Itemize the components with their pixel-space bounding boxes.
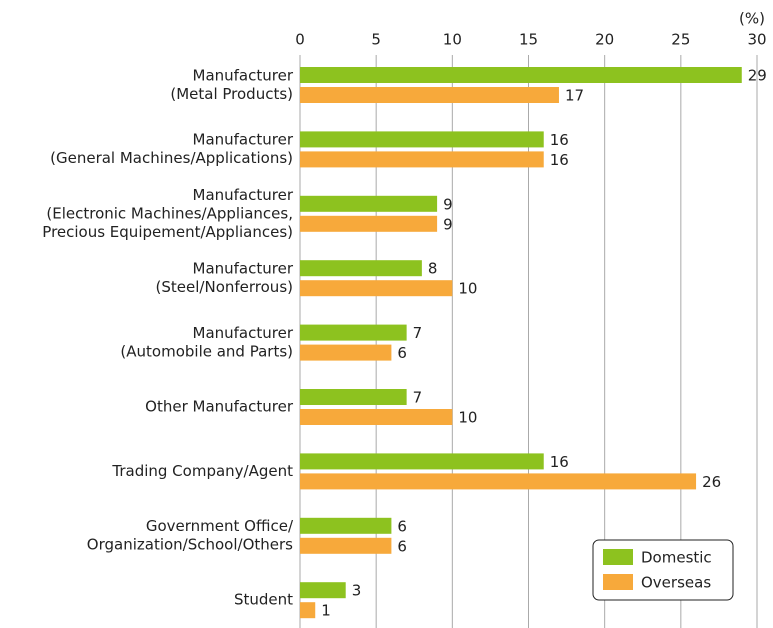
category-label: Precious Equipement/Appliances) [42,223,293,241]
category-label: (General Machines/Applications) [50,149,293,167]
value-label: 10 [458,280,477,298]
bar [300,409,453,425]
category-label: Manufacturer [193,66,294,84]
bar [300,131,544,148]
category-label: Other Manufacturer [145,398,294,416]
value-label: 26 [702,473,721,491]
bar [300,260,422,277]
value-label: 16 [550,151,569,169]
value-label: 3 [352,582,362,600]
bar [300,473,697,490]
value-label: 6 [397,344,407,362]
bar [300,151,544,168]
x-tick-label: 15 [519,31,538,49]
axis-unit: (%) [739,10,765,28]
category-label: Manufacturer [193,324,294,342]
bar [300,215,438,232]
value-label: 9 [443,195,453,213]
value-label: 7 [413,324,423,342]
value-label: 6 [397,517,407,535]
value-label: 7 [413,389,423,407]
category-label: (Steel/Nonferrous) [156,278,293,296]
bar [300,453,544,470]
bar [300,389,407,405]
legend-swatch [603,549,633,565]
bar [300,517,392,534]
bar [300,324,407,341]
bar [300,344,392,361]
category-label: Government Office/ [146,517,294,535]
legend-label: Overseas [641,574,711,592]
value-label: 16 [550,453,569,471]
value-label: 16 [550,131,569,149]
legend-swatch [603,574,633,590]
legend-label: Domestic [641,549,712,567]
x-tick-label: 30 [747,31,766,49]
bar [300,67,742,83]
category-label: Trading Company/Agent [111,462,293,480]
bar [300,537,392,554]
x-tick-label: 20 [595,31,614,49]
value-label: 1 [321,602,331,620]
bar [300,582,346,599]
value-label: 17 [565,87,584,105]
category-label: (Electronic Machines/Appliances, [46,204,293,222]
category-label: (Metal Products) [170,85,293,103]
bar [300,195,438,212]
x-tick-label: 25 [671,31,690,49]
category-label: Manufacturer [193,131,294,149]
category-label: Manufacturer [193,259,294,277]
value-label: 10 [458,409,477,427]
value-label: 9 [443,215,453,233]
x-tick-label: 10 [443,31,462,49]
x-tick-label: 5 [371,31,381,49]
value-label: 29 [748,67,767,85]
bar [300,280,453,297]
category-label: Student [234,591,293,609]
x-tick-label: 0 [295,31,305,49]
value-label: 6 [397,537,407,555]
bar [300,602,316,619]
bar [300,87,559,103]
category-label: (Automobile and Parts) [120,342,293,360]
value-label: 8 [428,260,438,278]
category-label: Manufacturer [193,186,294,204]
category-label: Organization/School/Others [87,536,293,554]
